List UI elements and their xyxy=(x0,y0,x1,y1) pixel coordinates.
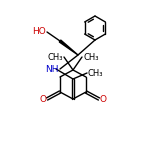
Text: NH: NH xyxy=(45,64,59,74)
Text: HO: HO xyxy=(32,27,46,36)
Text: CH₃: CH₃ xyxy=(48,52,63,62)
Polygon shape xyxy=(59,40,78,55)
Text: CH₃: CH₃ xyxy=(83,52,99,62)
Text: O: O xyxy=(100,94,107,103)
Text: O: O xyxy=(39,94,46,103)
Text: CH₃: CH₃ xyxy=(88,69,104,78)
